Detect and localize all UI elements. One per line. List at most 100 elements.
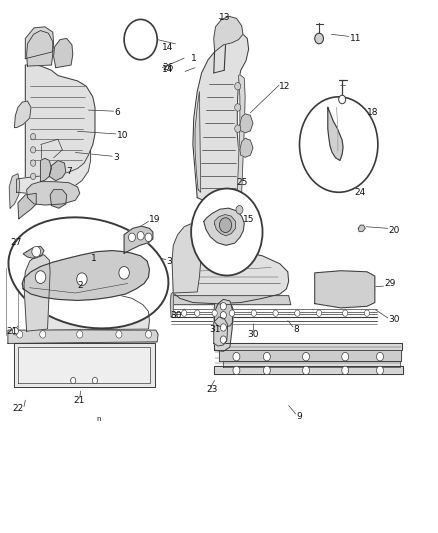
Text: 27: 27 (10, 238, 21, 247)
Polygon shape (237, 75, 245, 192)
Text: 25: 25 (237, 178, 248, 187)
Text: 24: 24 (354, 188, 365, 197)
Text: 8: 8 (294, 325, 300, 334)
Circle shape (119, 266, 129, 279)
Text: 18: 18 (367, 108, 378, 117)
Circle shape (230, 310, 235, 317)
Circle shape (263, 366, 270, 375)
Polygon shape (214, 343, 402, 350)
Text: 23: 23 (206, 385, 217, 394)
Text: 22: 22 (12, 404, 24, 413)
Polygon shape (25, 65, 95, 184)
Polygon shape (49, 160, 66, 181)
Text: 7: 7 (66, 166, 71, 175)
Text: 30: 30 (389, 315, 400, 324)
Text: 21: 21 (73, 395, 85, 405)
Polygon shape (214, 16, 243, 52)
Polygon shape (173, 251, 289, 304)
Text: 30: 30 (170, 311, 182, 320)
Circle shape (128, 233, 135, 241)
Circle shape (137, 231, 144, 240)
Circle shape (339, 95, 346, 104)
Polygon shape (170, 292, 173, 317)
Circle shape (31, 173, 36, 180)
Text: 1: 1 (91, 254, 96, 263)
Text: 3: 3 (167, 257, 173, 265)
Polygon shape (50, 190, 67, 208)
Circle shape (263, 352, 270, 361)
Circle shape (12, 327, 18, 335)
Polygon shape (9, 174, 20, 208)
Text: 2: 2 (78, 280, 83, 289)
Polygon shape (22, 251, 149, 301)
Circle shape (71, 377, 76, 384)
Polygon shape (124, 226, 153, 253)
Circle shape (124, 19, 157, 60)
Text: 14: 14 (162, 64, 173, 74)
Circle shape (364, 310, 370, 317)
Circle shape (77, 330, 83, 338)
Text: 3: 3 (114, 153, 120, 162)
Polygon shape (223, 361, 399, 367)
Circle shape (17, 330, 23, 338)
Polygon shape (25, 27, 53, 59)
Circle shape (251, 310, 256, 317)
Circle shape (212, 310, 217, 317)
Circle shape (300, 97, 378, 192)
Text: 10: 10 (117, 131, 128, 140)
Circle shape (377, 366, 384, 375)
Circle shape (31, 133, 36, 140)
Circle shape (219, 217, 232, 232)
Circle shape (194, 310, 200, 317)
Circle shape (32, 246, 41, 257)
Polygon shape (53, 38, 73, 68)
Text: 29: 29 (385, 279, 396, 288)
Circle shape (92, 377, 98, 384)
Polygon shape (24, 255, 50, 331)
Circle shape (235, 83, 241, 90)
Polygon shape (315, 271, 375, 308)
Circle shape (182, 310, 187, 317)
Circle shape (31, 147, 36, 153)
Circle shape (315, 33, 323, 44)
Polygon shape (328, 108, 343, 160)
Polygon shape (214, 300, 233, 351)
Text: 31: 31 (209, 325, 221, 334)
Circle shape (220, 303, 226, 310)
Polygon shape (172, 223, 204, 293)
Circle shape (303, 366, 310, 375)
Text: 9: 9 (297, 411, 302, 421)
Circle shape (343, 310, 348, 317)
Text: 13: 13 (219, 13, 230, 22)
Polygon shape (8, 330, 158, 343)
Text: 12: 12 (279, 82, 290, 91)
Circle shape (342, 366, 349, 375)
Ellipse shape (8, 217, 168, 328)
Circle shape (40, 330, 46, 338)
Polygon shape (18, 347, 150, 383)
Circle shape (317, 310, 322, 317)
Text: 15: 15 (243, 215, 254, 224)
Polygon shape (214, 317, 228, 346)
Text: 26: 26 (162, 63, 174, 72)
Circle shape (220, 312, 226, 319)
Circle shape (116, 330, 122, 338)
Polygon shape (193, 34, 249, 203)
Text: 6: 6 (115, 108, 120, 117)
Circle shape (342, 352, 349, 361)
Polygon shape (41, 158, 51, 182)
Circle shape (233, 366, 240, 375)
Circle shape (235, 125, 241, 132)
Text: n: n (96, 416, 101, 422)
Polygon shape (219, 350, 401, 361)
Circle shape (35, 271, 46, 284)
Circle shape (233, 352, 240, 361)
Circle shape (31, 160, 36, 166)
Polygon shape (358, 225, 365, 231)
Text: 30: 30 (247, 330, 259, 339)
Text: 1: 1 (191, 54, 197, 62)
Polygon shape (240, 114, 253, 133)
Circle shape (145, 330, 152, 338)
Polygon shape (18, 193, 36, 219)
Polygon shape (14, 343, 155, 387)
